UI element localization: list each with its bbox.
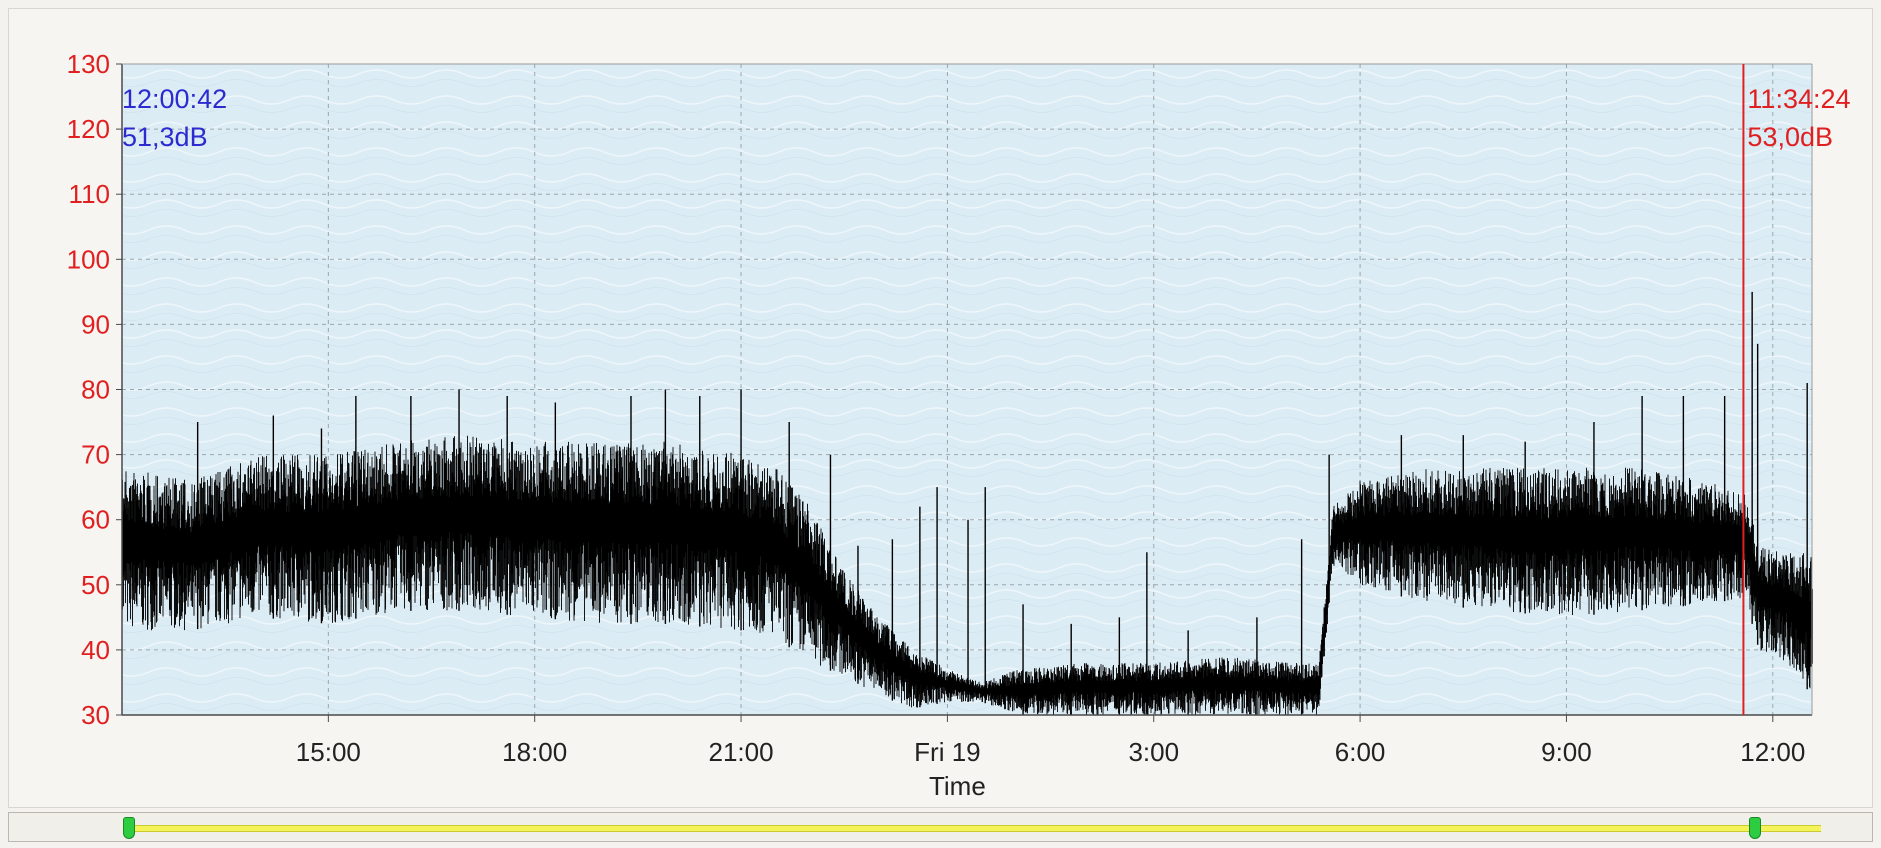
chart-panel: 30 40 50 60 70 80 90 100 110 120 130 15:00 18:00 21:0… bbox=[8, 8, 1873, 808]
sound-level-chart[interactable]: 30 40 50 60 70 80 90 100 110 120 130 15:00 18:00 21:0… bbox=[9, 9, 1874, 809]
range-start-handle[interactable] bbox=[123, 817, 135, 839]
time-range-bar[interactable] bbox=[129, 825, 1821, 832]
left-cursor-value: 51,3dB bbox=[122, 122, 208, 152]
y-tick-label: 90 bbox=[81, 309, 110, 339]
right-cursor-value: 53,0dB bbox=[1747, 122, 1833, 152]
y-tick-label: 30 bbox=[81, 700, 110, 730]
x-tick-label: 21:00 bbox=[709, 737, 774, 767]
x-tick-label: 6:00 bbox=[1335, 737, 1386, 767]
y-tick-label: 60 bbox=[81, 505, 110, 535]
x-tick-label: 12:00 bbox=[1740, 737, 1805, 767]
range-end-handle[interactable] bbox=[1749, 817, 1761, 839]
x-axis-label: Time bbox=[929, 771, 986, 801]
time-range-scrollbar[interactable] bbox=[8, 812, 1873, 842]
y-tick-label: 70 bbox=[81, 440, 110, 470]
x-tick-label: 3:00 bbox=[1128, 737, 1179, 767]
plot-texture bbox=[122, 64, 1812, 715]
cursor-layer: 12:00:42 51,3dB 11:34:24 53,0dB bbox=[122, 64, 1851, 715]
y-tick-label: 130 bbox=[67, 49, 110, 79]
plot-area[interactable] bbox=[122, 64, 1812, 715]
left-cursor-time: 12:00:42 bbox=[122, 84, 227, 114]
x-tick-label: 15:00 bbox=[296, 737, 361, 767]
x-tick-label: 18:00 bbox=[502, 737, 567, 767]
y-tick-label: 40 bbox=[81, 635, 110, 665]
y-tick-label: 120 bbox=[67, 114, 110, 144]
x-tick-label: Fri 19 bbox=[914, 737, 980, 767]
y-tick-label: 110 bbox=[69, 179, 110, 209]
y-tick-label: 100 bbox=[67, 244, 110, 274]
sound-level-trace bbox=[121, 291, 1813, 715]
y-tick-label: 50 bbox=[81, 570, 110, 600]
x-tick-label: 9:00 bbox=[1541, 737, 1592, 767]
right-cursor-time: 11:34:24 bbox=[1747, 84, 1850, 114]
axes: 30 40 50 60 70 80 90 100 110 120 130 15:00 18:00 21:0… bbox=[67, 49, 1813, 767]
y-tick-label: 80 bbox=[81, 375, 110, 405]
